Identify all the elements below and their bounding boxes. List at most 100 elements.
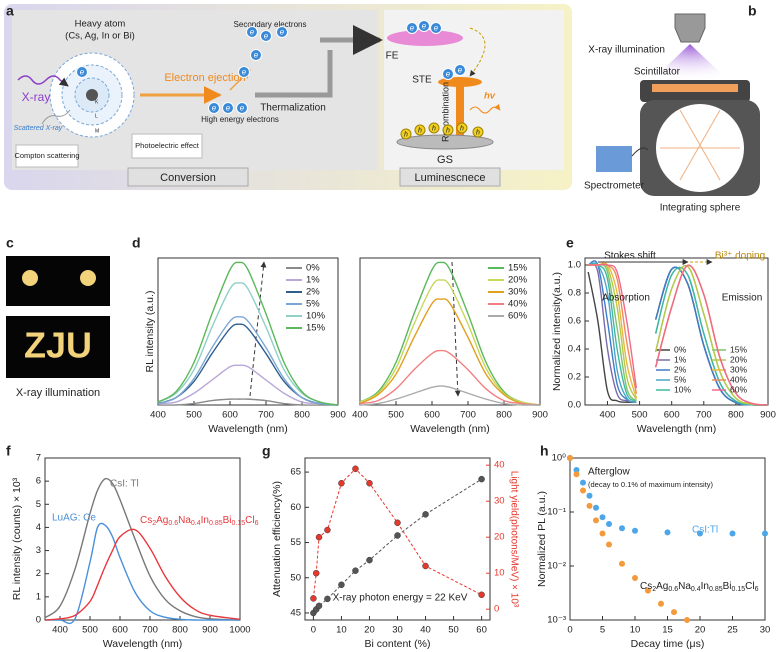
data-point (586, 502, 593, 509)
x-tick-label: 60 (476, 625, 487, 636)
data-point (632, 527, 638, 534)
data-point (338, 479, 345, 487)
hole-symbol: h (418, 127, 422, 134)
y-tick-label: 5 (36, 499, 41, 510)
electron (246, 26, 258, 38)
x-tick-label: 800 (496, 410, 512, 421)
sample-dot (22, 270, 38, 286)
annotation: Afterglow (588, 467, 630, 478)
y-axis-label: RL intensity (counts) × 10³ (11, 477, 23, 600)
plot-frame (584, 257, 769, 406)
x-tick-label: 0 (311, 625, 316, 636)
legend-label: 10% (674, 384, 691, 394)
x-axis-label: Bi content (%) (365, 638, 431, 650)
data-point (619, 560, 625, 567)
data-point (324, 526, 331, 534)
data-point (606, 520, 612, 527)
data-point (573, 471, 580, 478)
data-point (312, 569, 320, 577)
x-tick-label: 400 (150, 410, 166, 421)
label: Luminescnece (415, 172, 486, 184)
series-label: LuAG: Ce (52, 513, 96, 524)
label: FE (386, 51, 399, 62)
thermal-arrow (255, 50, 333, 98)
x-tick-label: 400 (352, 410, 368, 421)
x-tick-label: 1000 (229, 625, 250, 636)
y-tick-label: 60 (290, 502, 301, 513)
panel-label: c (6, 235, 14, 251)
panel-label: d (132, 235, 141, 251)
y-tick-label: 10⁻³ (547, 615, 566, 626)
data-point (580, 479, 586, 486)
x-tick-label: 500 (82, 625, 98, 636)
label: X-ray illumination (16, 387, 100, 399)
series-line (359, 385, 541, 406)
hole-symbol: h (404, 131, 408, 138)
x-tick-label: 700 (696, 410, 712, 421)
series-line (359, 349, 541, 406)
data-point (478, 475, 485, 483)
x-tick-label: 900 (532, 410, 548, 421)
panel-label: h (540, 443, 549, 459)
scintillator (652, 84, 738, 92)
hole-symbol: h (446, 127, 450, 134)
label: High energy electrons (201, 115, 279, 124)
data-point (366, 479, 373, 487)
label: Photoelectric effect (135, 141, 200, 150)
x-tick-label: 500 (186, 410, 202, 421)
data-point (366, 556, 373, 564)
y-tick-label: 45 (290, 607, 301, 618)
hole (414, 124, 426, 136)
series-line (359, 298, 541, 406)
data-point (671, 609, 677, 616)
x-tick-label: 900 (202, 625, 218, 636)
data-point (580, 487, 586, 494)
legend-label: 5% (674, 374, 687, 384)
shell-label: M (95, 128, 99, 134)
x-tick-label: 400 (52, 625, 68, 636)
data-point (394, 532, 401, 539)
x-tick-label: 5 (600, 625, 605, 636)
data-point (394, 519, 401, 527)
label: Spectrometer (584, 181, 645, 192)
legend-label: 15% (508, 263, 528, 274)
panel-label: a (6, 3, 14, 19)
xray-beam (650, 44, 730, 82)
xray-source (674, 13, 706, 43)
series-line (588, 263, 769, 406)
y-tick-label: 4 (36, 522, 41, 533)
series-line (157, 364, 339, 406)
x-tick-label: 800 (172, 625, 188, 636)
compton-box (15, 144, 79, 168)
plot-frame (157, 257, 339, 406)
legend-label: 20% (508, 275, 528, 286)
conversion-tag (127, 167, 249, 187)
electron-symbol: e (422, 22, 427, 31)
x-tick-label: 10 (336, 625, 347, 636)
series-line (44, 522, 240, 625)
electron-symbol: e (242, 68, 247, 77)
y-tick-label: 1.0 (568, 260, 581, 271)
x-tick-label: 50 (448, 625, 459, 636)
annotation: Emission (722, 293, 763, 304)
scatter-wave (41, 109, 71, 125)
series-label: CsI:Tl (692, 525, 718, 536)
data-point (315, 602, 323, 610)
x-tick-label: 600 (112, 625, 128, 636)
data-point (729, 530, 736, 537)
trend-arrow (451, 261, 461, 397)
data-point (697, 530, 703, 537)
data-point (315, 533, 323, 541)
data-point (586, 492, 593, 499)
series-line (157, 261, 339, 406)
legend-label: 0% (306, 263, 320, 274)
y-tick-label: 50 (290, 572, 301, 583)
series-label: CsI: Tl (110, 479, 139, 490)
x-tick-label: 400 (600, 410, 616, 421)
y-tick-label: 6 (36, 476, 41, 487)
hole (428, 122, 440, 134)
electron-symbol: e (212, 104, 217, 113)
x-tick-label: 30 (760, 625, 771, 636)
data-point (684, 617, 690, 623)
